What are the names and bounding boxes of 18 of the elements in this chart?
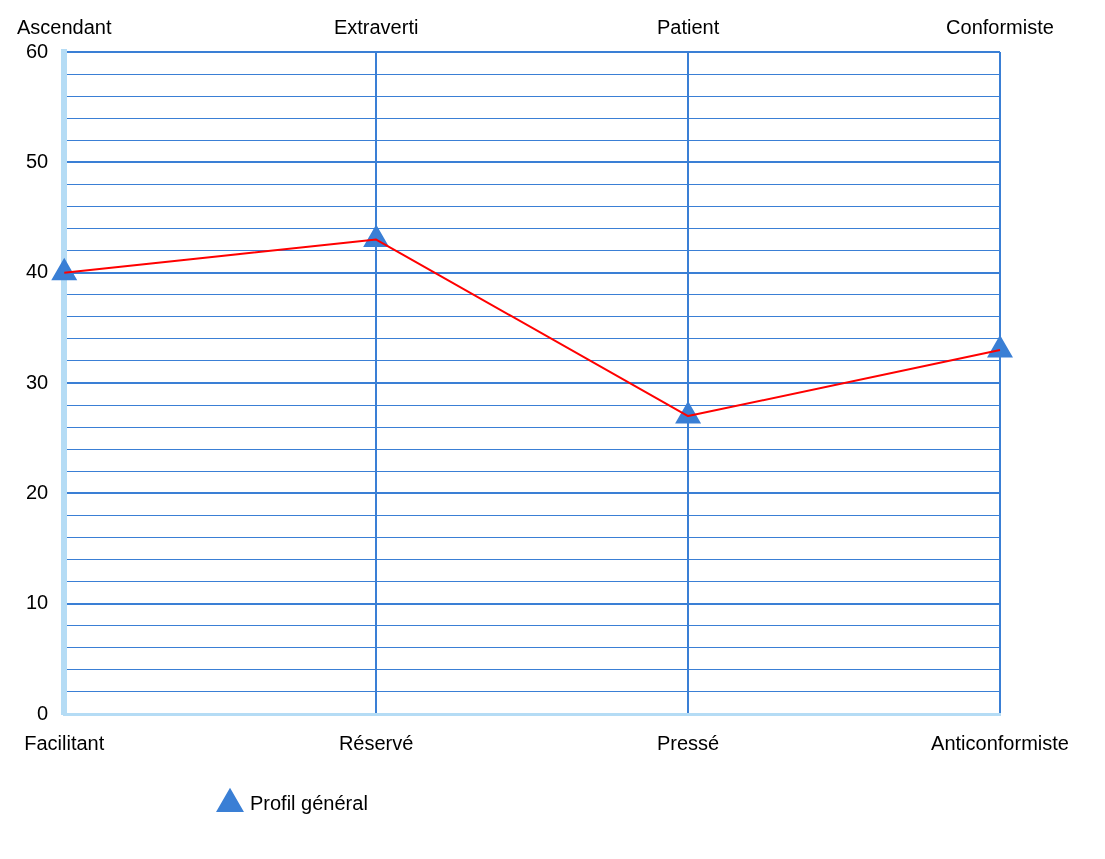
text: Ascendant — [16, 15, 112, 38]
legend-label: Profil général — [250, 791, 368, 814]
text: Extraverti — [333, 15, 419, 38]
text: Conformiste — [946, 15, 1054, 38]
point — [987, 335, 1013, 358]
x-tick-label: Réservé — [338, 731, 414, 754]
y-tick-label: 60 — [26, 39, 49, 62]
x-tick-label: Facilitant — [24, 731, 105, 754]
x-tick-label: Pressé — [656, 731, 720, 754]
y-tick-label: 10 — [26, 591, 49, 614]
y-tick-label: 40 — [26, 260, 49, 283]
y-tick-label: 50 — [26, 149, 49, 172]
y-tick-label: 0 — [37, 701, 49, 724]
y-tick-label: 30 — [26, 370, 49, 393]
point — [51, 258, 77, 281]
y-tick-label: 20 — [26, 480, 49, 503]
text: Patient — [656, 15, 720, 38]
x-tick-label: Anticonformiste — [931, 731, 1069, 754]
